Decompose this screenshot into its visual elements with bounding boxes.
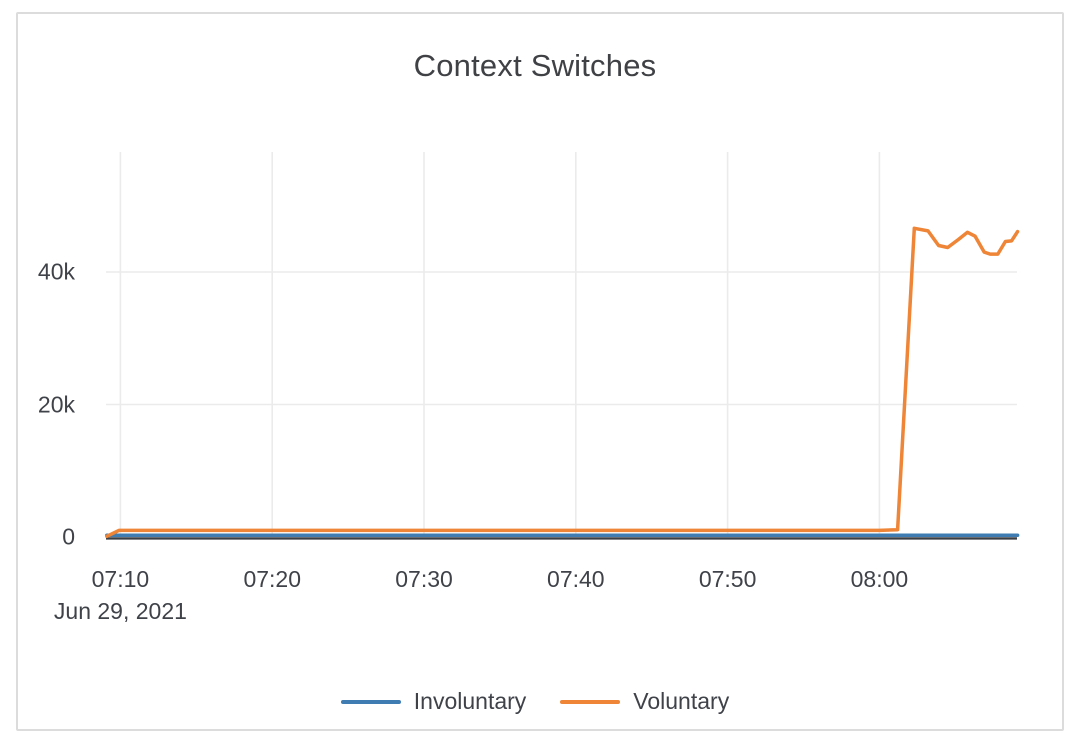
y-tick-label: 20k (37, 391, 75, 417)
x-tick-label: 07:20 (243, 566, 301, 592)
chart-panel (16, 12, 1064, 731)
legend-line-icon (560, 699, 621, 704)
legend-line-icon (340, 699, 401, 704)
y-tick-label: 0 (62, 523, 75, 550)
legend-label: Involuntary (413, 688, 527, 714)
legend-label: Voluntary (633, 688, 730, 714)
x-tick-label: 07:30 (395, 566, 453, 592)
legend-item-involuntary[interactable]: Involuntary (340, 688, 527, 715)
x-tick-label: 07:10 (91, 566, 150, 592)
y-tick-label: 40k (37, 258, 75, 285)
x-tick-label: 07:50 (698, 566, 757, 592)
legend-item-voluntary[interactable]: Voluntary (560, 688, 729, 715)
x-tick-label: 07:40 (547, 566, 605, 592)
legend: Involuntary Voluntary (0, 688, 1070, 715)
x-axis-date-label: Jun 29, 2021 (53, 598, 187, 624)
x-tick-label: 08:00 (850, 566, 909, 592)
chart-title: Context Switches (413, 48, 657, 83)
